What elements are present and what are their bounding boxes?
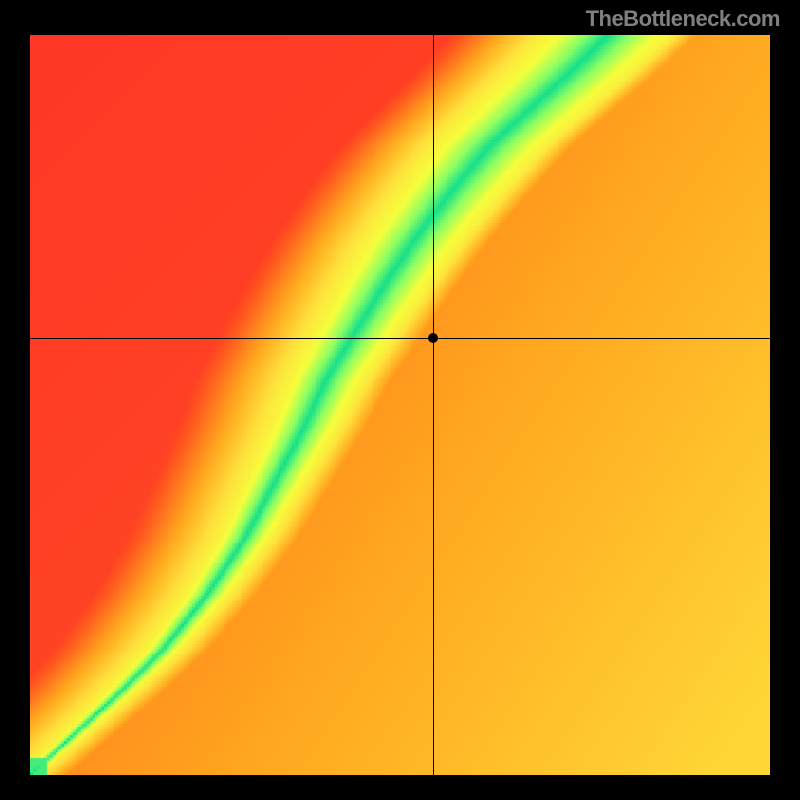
chart-area [30, 35, 770, 775]
heatmap-canvas [30, 35, 770, 775]
watermark-text: TheBottleneck.com [586, 6, 780, 32]
